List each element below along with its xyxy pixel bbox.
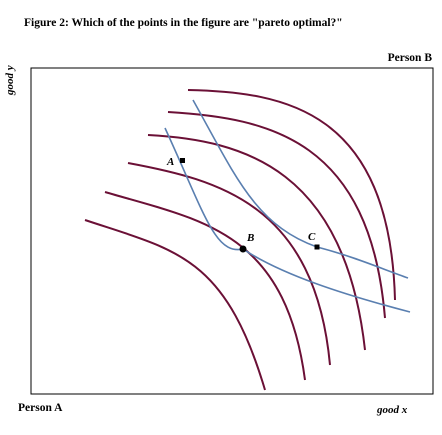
point-c-label: C (308, 231, 316, 243)
person-a-indifference-curves (84, 89, 396, 391)
point-b-label: B (246, 232, 254, 244)
person-a-curve-1 (84, 219, 266, 391)
person-a-curve-5 (167, 111, 386, 319)
point-a-label: A (166, 156, 174, 168)
point-b: B (239, 232, 254, 253)
x-axis-label: good x (377, 404, 408, 416)
person-a-curve-4 (147, 134, 366, 351)
person-a-label: Person A (18, 402, 63, 414)
person-b-label: Person B (387, 52, 432, 64)
point-c-marker (314, 244, 320, 250)
figure-title: Figure 2: Which of the points in the fig… (24, 17, 343, 29)
point-a: A (166, 156, 185, 168)
edgeworth-box-border (30, 67, 434, 395)
person-a-curve-2 (104, 191, 306, 381)
point-a-marker (180, 158, 185, 163)
person-b-indifference-curves (164, 99, 411, 313)
person-b-curve-1 (164, 127, 411, 313)
person-a-curve-3 (127, 162, 331, 366)
point-c: C (308, 231, 320, 250)
point-b-marker (239, 245, 247, 253)
person-a-curve-6 (187, 89, 396, 301)
person-b-curve-2 (192, 99, 409, 279)
